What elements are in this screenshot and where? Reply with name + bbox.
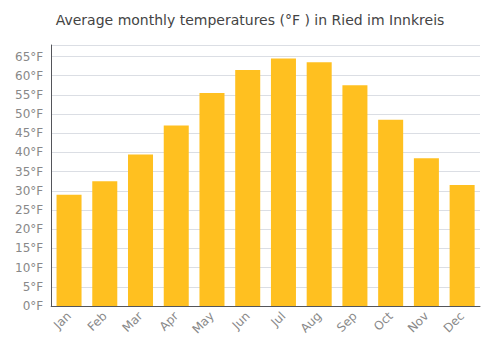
- svg-text:20°F: 20°F: [15, 222, 43, 236]
- svg-text:15°F: 15°F: [15, 241, 43, 255]
- svg-text:30°F: 30°F: [15, 184, 43, 198]
- svg-text:40°F: 40°F: [15, 145, 43, 159]
- svg-text:Jul: Jul: [268, 309, 289, 330]
- svg-text:Dec: Dec: [441, 309, 467, 335]
- svg-text:55°F: 55°F: [15, 88, 43, 102]
- svg-text:Nov: Nov: [405, 309, 431, 335]
- svg-text:10°F: 10°F: [15, 261, 43, 275]
- svg-text:Apr: Apr: [157, 309, 182, 334]
- svg-text:60°F: 60°F: [15, 69, 43, 83]
- svg-text:0°F: 0°F: [23, 299, 44, 313]
- svg-text:45°F: 45°F: [15, 126, 43, 140]
- svg-text:Oct: Oct: [371, 309, 396, 334]
- svg-text:Aug: Aug: [298, 309, 324, 335]
- svg-text:May: May: [190, 309, 217, 336]
- svg-text:50°F: 50°F: [15, 107, 43, 121]
- svg-text:Sep: Sep: [334, 309, 360, 335]
- svg-text:Jun: Jun: [229, 309, 253, 333]
- svg-text:25°F: 25°F: [15, 203, 43, 217]
- svg-text:35°F: 35°F: [15, 165, 43, 179]
- svg-text:Average monthly temperatures (: Average monthly temperatures (°F ) in Ri…: [56, 12, 445, 28]
- svg-text:5°F: 5°F: [23, 280, 44, 294]
- svg-text:Jan: Jan: [50, 309, 74, 333]
- svg-text:Feb: Feb: [85, 309, 110, 334]
- svg-text:65°F: 65°F: [15, 50, 43, 64]
- svg-text:Mar: Mar: [120, 309, 146, 335]
